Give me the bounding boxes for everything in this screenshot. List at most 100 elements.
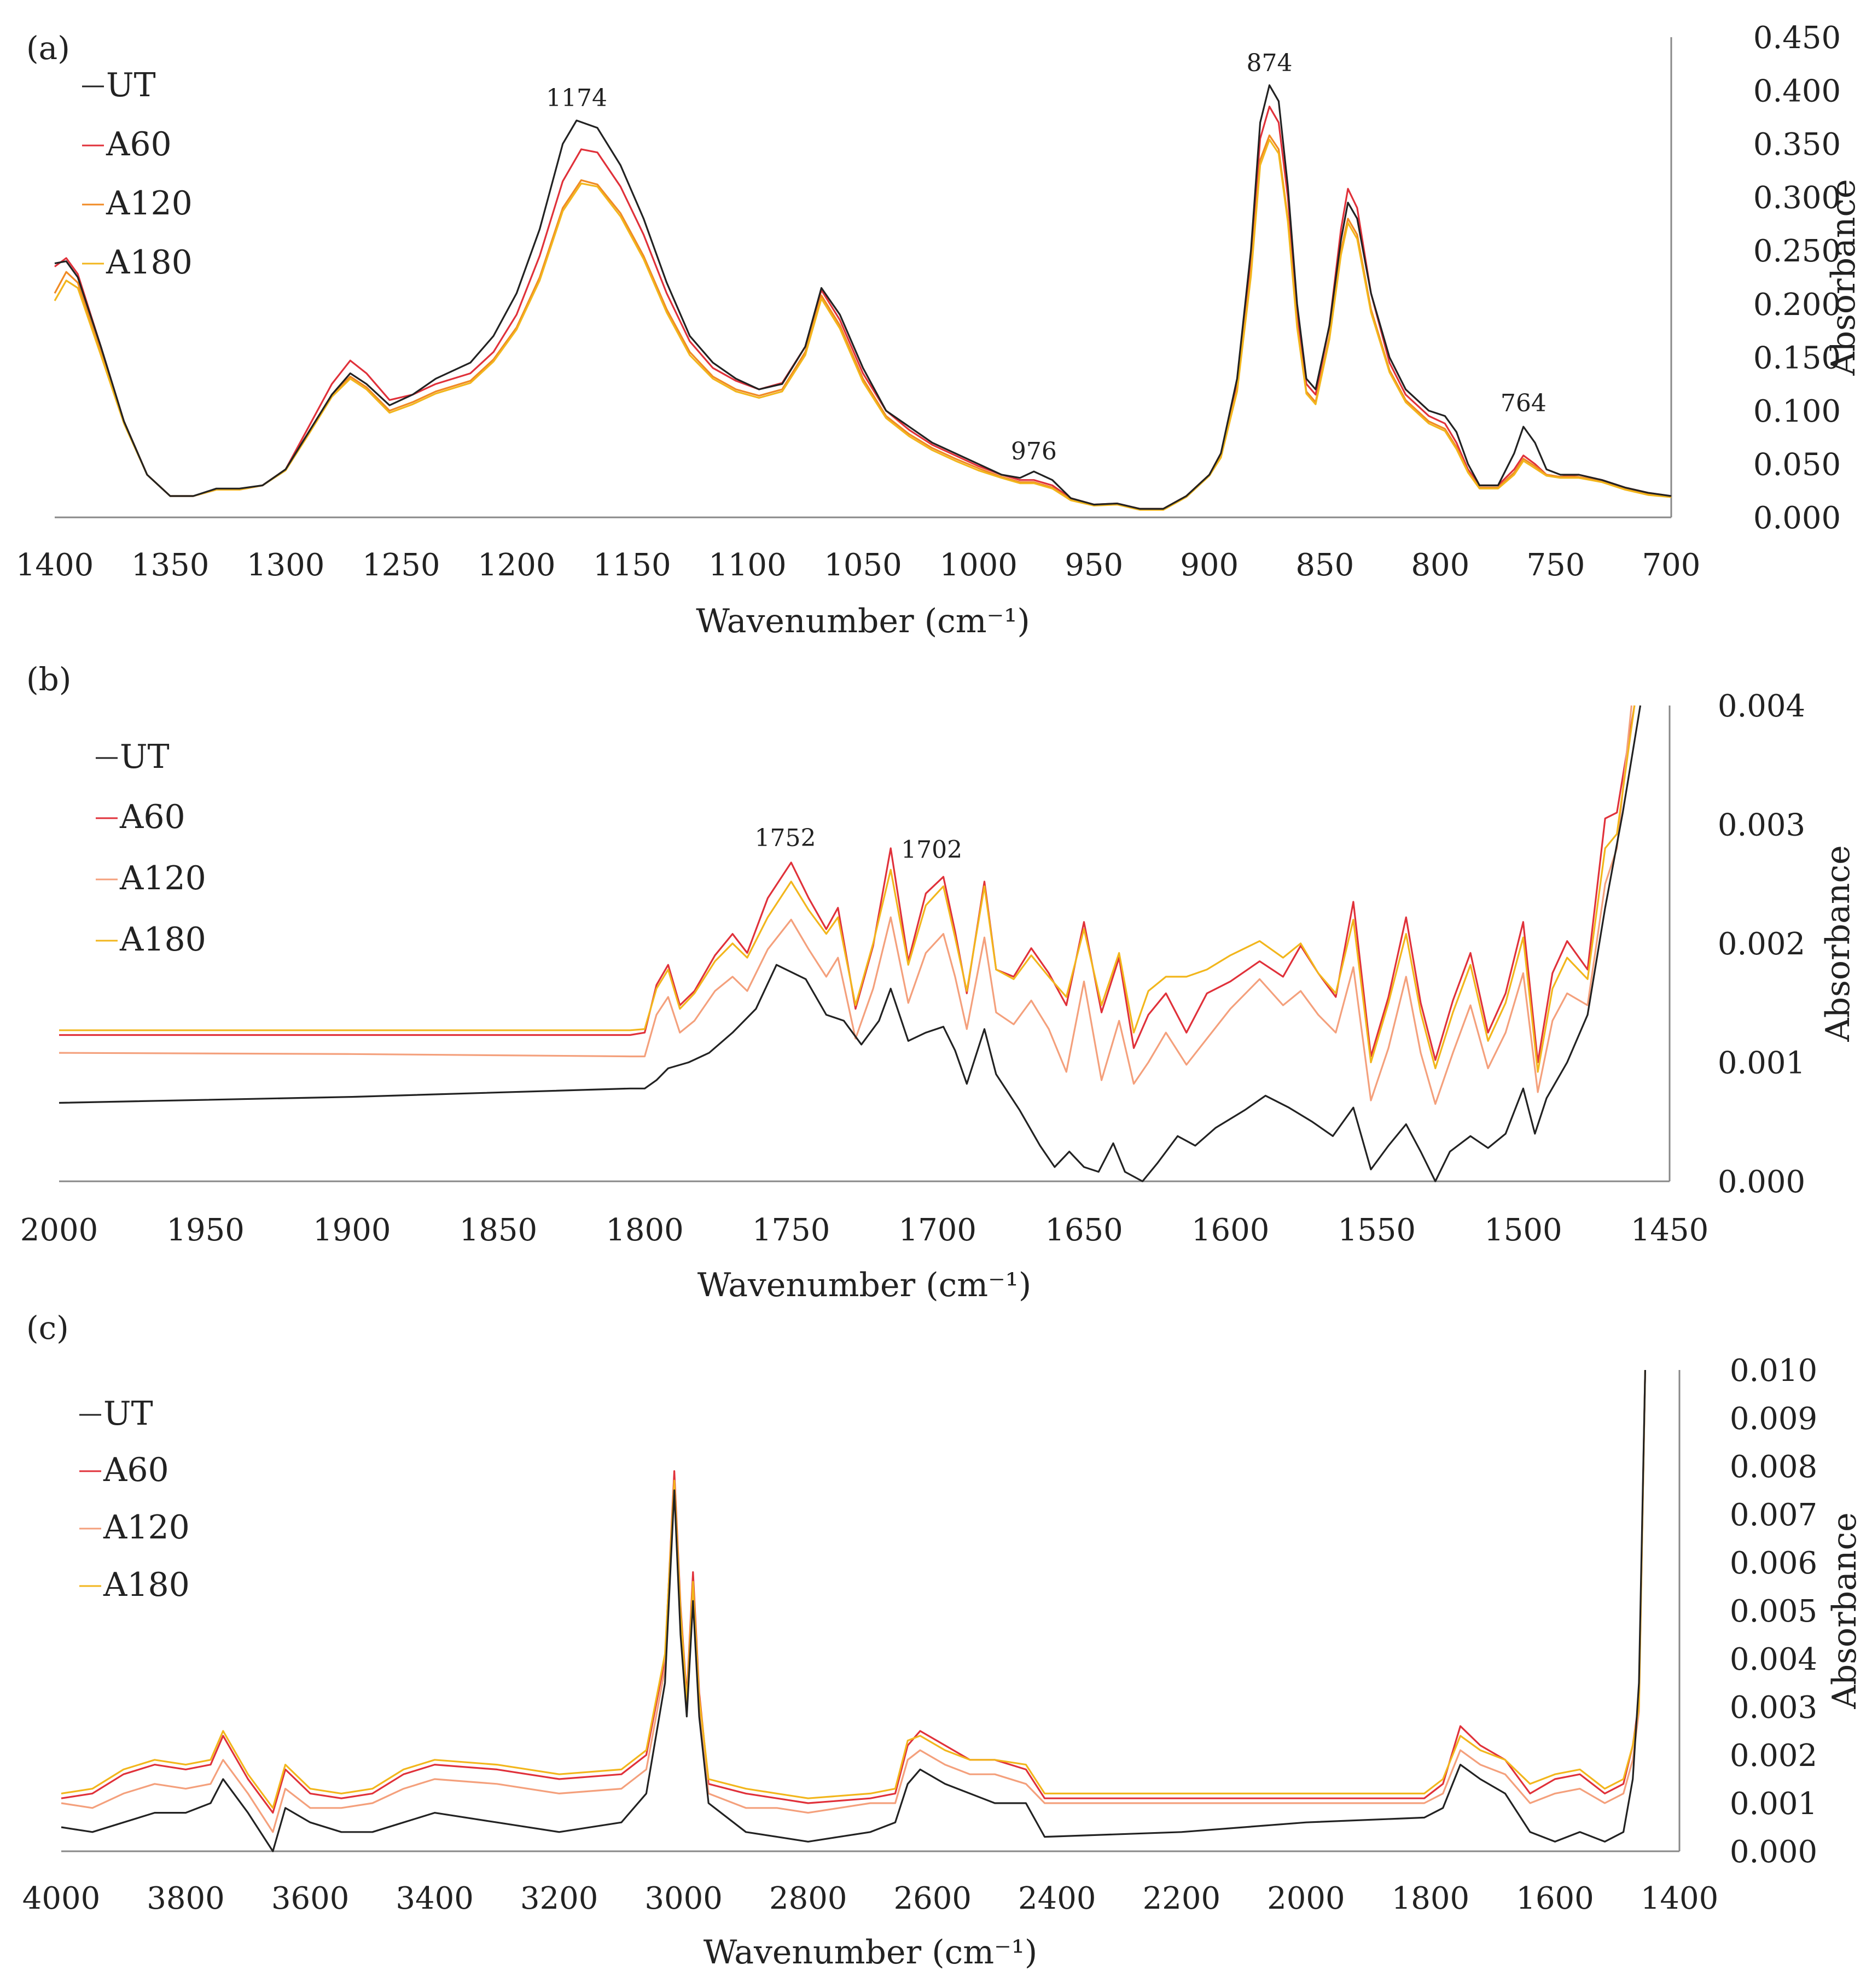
panel-3: (c) 4000 3800 3600 3400 3200 3000 2800 2600 2400 2…	[22, 1309, 1864, 1972]
series-line-a120	[54, 134, 1672, 510]
y-tick-label: 0.003	[1718, 808, 1805, 843]
x-axis-title: Wavenumber (cm⁻¹)	[697, 1266, 1032, 1304]
y-tick-label: 0.450	[1753, 20, 1841, 56]
series-line-ut	[61, 1369, 1646, 1852]
legend-label: A180	[119, 920, 206, 959]
y-tick-label: 0.100	[1753, 394, 1841, 429]
x-tick-label: 700	[1642, 547, 1701, 583]
y-tick-label: 0.004	[1730, 1642, 1817, 1677]
x-tick-label: 1450	[1631, 1212, 1709, 1248]
x-tick-label: 850	[1295, 547, 1354, 583]
y-tick-label: 0.005	[1730, 1594, 1817, 1629]
x-tick-label: 2400	[1018, 1881, 1096, 1916]
legend-label: A60	[106, 125, 172, 164]
peak-label: 874	[1246, 49, 1292, 77]
panel-1: (a) 1400 1350 1300 1250 1200 1150 1100 1050 1000 9…	[16, 20, 1863, 640]
x-tick-label: 1300	[247, 547, 325, 583]
y-tick-label: 0.004	[1718, 689, 1805, 724]
peak-label: 976	[1011, 438, 1057, 465]
x-tick-label: 1100	[708, 547, 787, 583]
x-tick-label: 4000	[22, 1881, 101, 1916]
y-tick-label: 0.003	[1730, 1690, 1817, 1725]
x-tick-label: 1650	[1045, 1212, 1123, 1248]
x-tick-label: 2000	[20, 1212, 98, 1248]
x-tick-label: 1600	[1191, 1212, 1270, 1248]
series-line-a180	[54, 138, 1672, 511]
peak-label: 1702	[901, 836, 962, 864]
panel-2: (b) 2000 1950 1900 1850 1800 1750 1700 1650 1600 1…	[20, 661, 1857, 1304]
peak-label: 1752	[754, 824, 816, 852]
y-tick-label: 0.050	[1753, 447, 1841, 482]
x-tick-label: 1150	[593, 547, 671, 583]
legend-label: A60	[119, 798, 185, 836]
x-tick-label: 1750	[752, 1212, 830, 1248]
x-tick-label: 1800	[606, 1212, 684, 1248]
legend-label: A120	[106, 184, 193, 223]
series-line-a120	[59, 705, 1632, 1105]
y-tick-label: 0.150	[1753, 340, 1841, 376]
y-tick-label: 0.002	[1718, 926, 1805, 962]
y-axis-title: Absorbance	[1826, 1512, 1864, 1709]
x-tick-label: 1550	[1338, 1212, 1416, 1248]
x-tick-label: 1900	[313, 1212, 391, 1248]
legend-label: UT	[120, 738, 170, 776]
x-tick-label: 3600	[271, 1881, 350, 1916]
x-tick-label: 800	[1411, 547, 1469, 583]
y-tick-label: 0.250	[1753, 234, 1841, 269]
peak-label: 1174	[546, 84, 607, 112]
x-tick-label: 750	[1526, 547, 1585, 583]
x-tick-label: 1350	[131, 547, 210, 583]
y-tick-label: 0.000	[1753, 500, 1841, 536]
y-tick-label: 0.200	[1753, 287, 1841, 323]
legend-label: A120	[103, 1508, 190, 1547]
y-tick-label: 0.300	[1753, 180, 1841, 216]
x-tick-label: 3400	[396, 1881, 474, 1916]
y-tick-label: 0.001	[1730, 1786, 1817, 1822]
legend-label: UT	[103, 1395, 153, 1433]
y-tick-label: 0.350	[1753, 127, 1841, 162]
legend-label: A60	[103, 1451, 169, 1489]
series-line-a60	[61, 1369, 1646, 1814]
x-tick-label: 1950	[166, 1212, 245, 1248]
peak-label: 764	[1501, 389, 1547, 417]
x-tick-label: 1500	[1484, 1212, 1562, 1248]
x-tick-label: 1700	[899, 1212, 977, 1248]
series-line-a120	[61, 1369, 1646, 1833]
y-tick-label: 0.007	[1730, 1497, 1817, 1533]
panel-label: (a)	[26, 30, 70, 67]
x-tick-label: 1050	[824, 547, 902, 583]
y-tick-label: 0.001	[1718, 1046, 1805, 1081]
panel-label: (b)	[26, 661, 71, 698]
series-line-ut	[54, 84, 1672, 510]
panel-label: (c)	[26, 1309, 69, 1346]
x-tick-label: 2800	[769, 1881, 847, 1916]
x-tick-label: 1800	[1392, 1881, 1470, 1916]
legend-label: UT	[106, 66, 156, 104]
x-tick-label: 1250	[362, 547, 440, 583]
y-tick-label: 0.006	[1730, 1546, 1817, 1581]
x-tick-label: 3000	[644, 1881, 723, 1916]
y-tick-label: 0.010	[1730, 1353, 1817, 1389]
legend-label: A120	[119, 859, 206, 897]
y-tick-label: 0.400	[1753, 74, 1841, 109]
y-axis-title: Absorbance	[1824, 179, 1863, 376]
series-line-a180	[59, 705, 1636, 1073]
y-tick-label: 0.000	[1730, 1834, 1817, 1870]
y-tick-label: 0.009	[1730, 1401, 1817, 1437]
x-tick-label: 2600	[894, 1881, 972, 1916]
series-line-a60	[54, 106, 1672, 510]
x-tick-label: 2200	[1143, 1881, 1221, 1916]
y-tick-label: 0.008	[1730, 1449, 1817, 1485]
series-line-ut	[59, 705, 1642, 1182]
y-tick-label: 0.002	[1730, 1738, 1817, 1774]
x-tick-label: 3200	[520, 1881, 598, 1916]
y-tick-label: 0.000	[1718, 1164, 1805, 1200]
x-tick-label: 1000	[939, 547, 1018, 583]
x-axis-title: Wavenumber (cm⁻¹)	[704, 1933, 1038, 1972]
x-tick-label: 950	[1065, 547, 1123, 583]
x-tick-label: 1850	[460, 1212, 538, 1248]
x-axis-title: Wavenumber (cm⁻¹)	[696, 602, 1030, 640]
x-tick-label: 1400	[1641, 1881, 1719, 1916]
legend-label: A180	[103, 1566, 190, 1604]
